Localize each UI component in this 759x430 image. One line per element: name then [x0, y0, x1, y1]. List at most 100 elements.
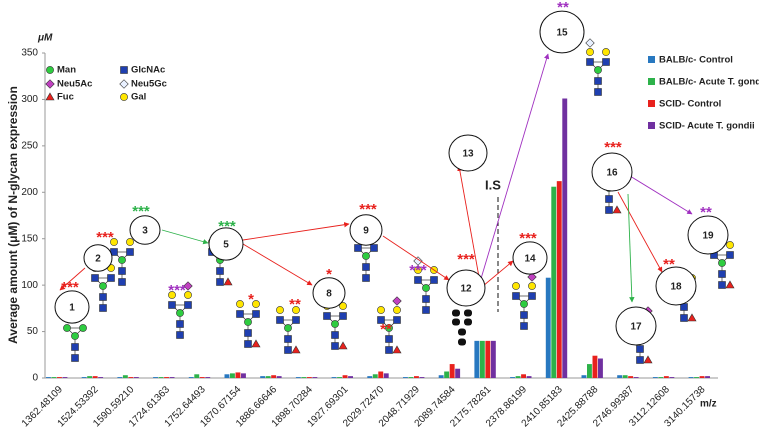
neu5gc-symbol	[585, 38, 595, 48]
y-tick-label: 50	[27, 326, 39, 337]
glcnac-symbol	[377, 316, 385, 324]
bar	[562, 98, 568, 378]
glycan-number: 5	[223, 240, 229, 251]
bar	[265, 376, 271, 378]
gal-symbol	[252, 300, 260, 308]
man-symbol	[284, 324, 292, 332]
significance: *	[248, 291, 254, 308]
glycan-number: 8	[326, 289, 332, 300]
significance: ***	[61, 279, 79, 296]
glycan-circle	[83, 244, 113, 272]
man-symbol	[385, 324, 393, 332]
man-symbol	[718, 259, 726, 267]
glcnac-symbol	[176, 331, 184, 339]
bar	[444, 371, 450, 378]
bar	[81, 377, 87, 378]
bar	[312, 377, 318, 378]
significance: **	[380, 321, 392, 338]
glycan-circle	[312, 277, 346, 309]
glcnac-symbol	[362, 274, 370, 282]
fuc-symbol	[643, 355, 653, 364]
neu5gc-symbol	[413, 256, 423, 266]
significance: ***	[457, 251, 475, 268]
glycan-number: 3	[142, 226, 148, 237]
glycan-circle	[54, 290, 90, 324]
bar	[230, 373, 235, 378]
gal-symbol	[414, 266, 422, 274]
glcnac-symbol	[636, 345, 644, 353]
bar	[587, 364, 592, 378]
bar	[367, 376, 373, 378]
gal-symbol	[126, 238, 134, 246]
bar	[169, 377, 175, 378]
bar	[455, 368, 461, 378]
bar	[688, 377, 694, 378]
bar	[628, 376, 634, 378]
bar	[199, 377, 205, 378]
glcnac-symbol	[331, 342, 339, 350]
glcnac-symbol	[184, 301, 192, 309]
gal-symbol	[393, 306, 401, 314]
gal-symbol	[120, 93, 128, 101]
glcnac-symbol	[71, 354, 79, 362]
bar	[276, 376, 282, 378]
glycan-number: 2	[95, 254, 101, 265]
glcnac-symbol	[91, 274, 99, 282]
bar	[556, 181, 562, 378]
bar	[348, 376, 353, 378]
arrow	[482, 260, 514, 287]
glycan-number: 14	[524, 254, 536, 265]
is-glycan	[464, 318, 472, 326]
gal-symbol	[602, 48, 610, 56]
significance: ***	[409, 262, 427, 279]
neu5ac-symbol	[392, 296, 402, 306]
bar	[331, 377, 337, 378]
y-tick-label: 250	[21, 140, 38, 151]
man-symbol	[46, 66, 54, 74]
man-symbol	[331, 320, 339, 328]
man-symbol	[362, 252, 370, 260]
glycan-circle	[129, 215, 161, 245]
bar	[438, 375, 444, 378]
glycan-circle	[349, 214, 383, 246]
glcnac-symbol	[99, 293, 107, 301]
glcnac-symbol	[244, 340, 252, 348]
gal-symbol	[586, 48, 594, 56]
glcnac-symbol	[422, 306, 430, 314]
legend-swatch	[648, 122, 655, 129]
legend-label: SCID- Acute T. gondii	[659, 121, 755, 132]
bar	[419, 377, 425, 378]
symbol-legend-label: Gal	[131, 92, 146, 103]
glcnac-symbol	[118, 278, 126, 286]
bar	[128, 377, 134, 378]
significance: **	[663, 256, 675, 273]
glycan-number: 13	[462, 149, 474, 160]
y-tick-label: 0	[32, 373, 38, 384]
glcnac-symbol	[176, 320, 184, 328]
y-tick-label: 350	[21, 48, 38, 59]
gal-symbol	[110, 238, 118, 246]
bar	[337, 377, 342, 378]
bar	[449, 364, 455, 378]
bar	[705, 376, 710, 378]
bar	[490, 340, 496, 378]
symbol-legend-label: Man	[57, 65, 76, 76]
bar	[153, 377, 158, 378]
glcnac-symbol	[718, 270, 726, 278]
significance: ***	[132, 203, 150, 220]
glcnac-symbol	[520, 311, 528, 319]
legend-swatch	[648, 78, 655, 85]
legend-swatch	[648, 56, 655, 63]
bar	[62, 377, 68, 378]
bar	[408, 377, 414, 378]
glycan-circle	[448, 134, 488, 172]
bar	[510, 377, 515, 378]
significance: ***	[604, 139, 622, 156]
bar	[414, 376, 419, 378]
glycan-circle	[655, 266, 697, 306]
glcnac-symbol	[339, 312, 347, 320]
fuc-symbol	[612, 205, 622, 214]
legend-label: SCID- Control	[659, 99, 721, 110]
glycan-number: 12	[460, 284, 472, 295]
bar	[378, 371, 384, 378]
